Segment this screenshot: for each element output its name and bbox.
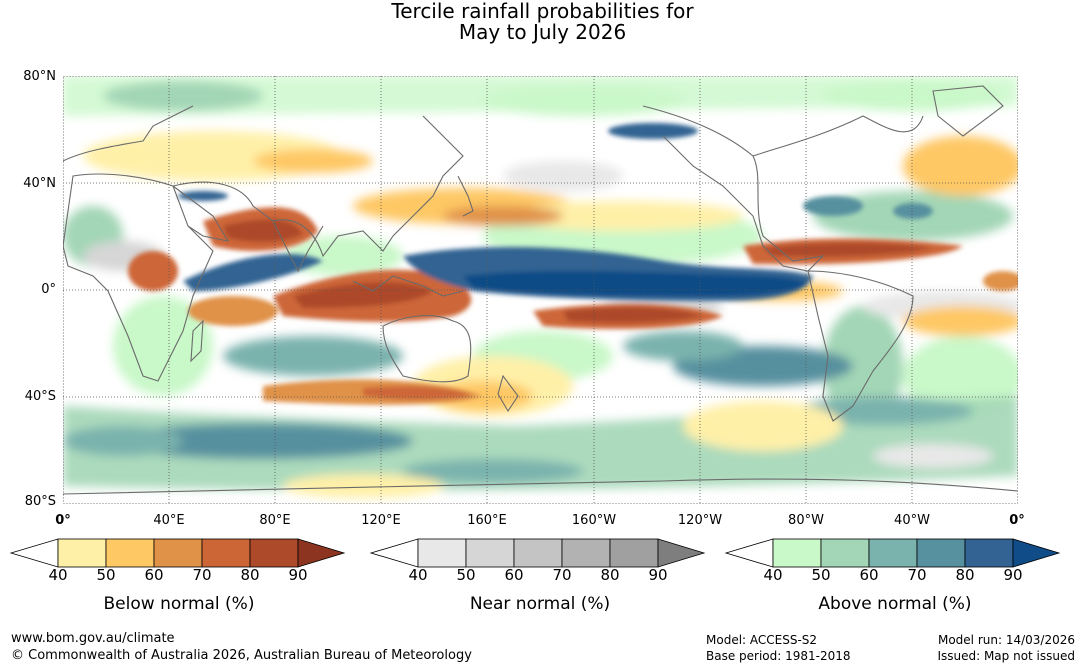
- colorbar-segment: [417, 538, 467, 568]
- colorbar-tick-label: 60: [144, 566, 164, 584]
- colorbar-tick-label: 90: [288, 566, 308, 584]
- coastlines: [63, 85, 1018, 495]
- model-name: Model: ACCESS-S2: [706, 633, 818, 647]
- colorbar-segment: [105, 538, 155, 568]
- copyright-text: © Commonwealth of Australia 2026, Austra…: [11, 648, 472, 663]
- colorbar-tick-label: 80: [240, 566, 260, 584]
- lon-label-0-left: 0°: [55, 513, 71, 528]
- above-normal-colorbar: [725, 538, 1061, 568]
- below-normal-colorbar: [10, 538, 346, 568]
- colorbar-segment: [249, 538, 299, 568]
- colorbar-high-arrow: [657, 538, 706, 568]
- colorbar-tick-label: 70: [192, 566, 212, 584]
- lon-label-0-right: 0°: [1009, 513, 1025, 528]
- lon-label-40w: 40°W: [894, 513, 930, 528]
- colorbar-low-arrow: [725, 538, 774, 568]
- lon-label-120e: 120°E: [361, 513, 401, 528]
- map-title-line1: Tercile rainfall probabilities for: [391, 0, 694, 23]
- colorbar-segment: [772, 538, 822, 568]
- below-normal-title: Below normal (%): [103, 594, 255, 614]
- colorbar-segment: [916, 538, 966, 568]
- colorbar-segment: [609, 538, 659, 568]
- colorbar-tick-label: 50: [811, 566, 831, 584]
- colorbar-tick-label: 90: [1003, 566, 1023, 584]
- colorbar-tick-label: 60: [504, 566, 524, 584]
- rainfall-probability-map: [63, 76, 1018, 504]
- lat-label-0: 0°: [41, 282, 56, 297]
- colorbar-low-arrow: [370, 538, 419, 568]
- colorbar-tick-label: 40: [48, 566, 68, 584]
- lon-label-160w: 160°W: [571, 513, 617, 528]
- colorbar-high-arrow: [297, 538, 346, 568]
- near-normal-title: Near normal (%): [469, 594, 611, 614]
- graticule: [63, 76, 1018, 504]
- colorbar-segment: [561, 538, 611, 568]
- lon-label-40e: 40°E: [153, 513, 185, 528]
- colorbar-segment: [57, 538, 107, 568]
- colorbar-segment: [201, 538, 251, 568]
- colorbar-segment: [820, 538, 870, 568]
- colorbar-tick-label: 80: [955, 566, 975, 584]
- lat-label-40n: 40°N: [23, 176, 56, 191]
- lon-label-80e: 80°E: [259, 513, 291, 528]
- website-link[interactable]: www.bom.gov.au/climate: [11, 631, 175, 646]
- near-normal-colorbar: [370, 538, 706, 568]
- colorbar-segment: [153, 538, 203, 568]
- colorbar-tick-label: 70: [552, 566, 572, 584]
- issued-status: Issued: Map not issued: [937, 649, 1075, 663]
- lat-label-80n: 80°N: [23, 69, 56, 84]
- colorbar-segment: [465, 538, 515, 568]
- colorbar-tick-label: 70: [907, 566, 927, 584]
- map-title-line2: May to July 2026: [458, 20, 627, 44]
- above-normal-title: Above normal (%): [818, 594, 972, 614]
- colorbar-segment: [964, 538, 1014, 568]
- colorbar-segment: [513, 538, 563, 568]
- colorbar-low-arrow: [10, 538, 59, 568]
- colorbar-tick-label: 40: [763, 566, 783, 584]
- lon-label-120w: 120°W: [677, 513, 723, 528]
- lat-label-40s: 40°S: [24, 389, 56, 404]
- lon-label-160e: 160°E: [467, 513, 507, 528]
- colorbar-tick-label: 90: [648, 566, 668, 584]
- colorbar-tick-label: 80: [600, 566, 620, 584]
- probability-field: [63, 76, 1018, 498]
- lon-label-80w: 80°W: [788, 513, 824, 528]
- lat-label-80s: 80°S: [24, 494, 56, 509]
- colorbar-tick-label: 40: [408, 566, 428, 584]
- model-run: Model run: 14/03/2026: [937, 633, 1075, 647]
- colorbar-tick-label: 50: [456, 566, 476, 584]
- colorbar-high-arrow: [1012, 538, 1061, 568]
- colorbar-segment: [868, 538, 918, 568]
- colorbar-tick-label: 60: [859, 566, 879, 584]
- colorbar-tick-label: 50: [96, 566, 116, 584]
- base-period: Base period: 1981-2018: [706, 649, 851, 663]
